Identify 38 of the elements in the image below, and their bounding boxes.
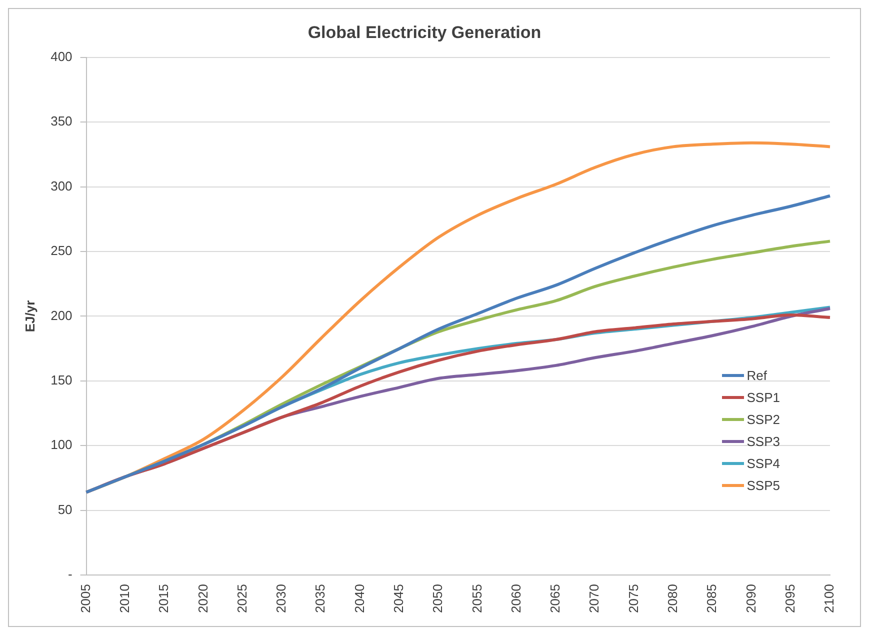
- legend-label: SSP5: [746, 478, 780, 492]
- x-tick-label: 2050: [430, 584, 446, 613]
- y-tick-label: 200: [50, 308, 72, 323]
- legend-label: SSP4: [746, 456, 780, 470]
- legend-label: SSP2: [746, 412, 780, 426]
- x-tick-label: 2040: [352, 584, 367, 613]
- y-tick-label: 50: [58, 502, 72, 517]
- legend-label: SSP1: [746, 390, 780, 404]
- x-tick-label: 2030: [274, 584, 289, 613]
- x-tick-label: 2090: [743, 584, 758, 613]
- y-axis-title: EJ/yr: [22, 300, 38, 332]
- x-tick-label: 2010: [117, 584, 132, 613]
- y-tick-label: -: [68, 566, 72, 582]
- y-tick-label: 100: [50, 437, 72, 452]
- y-tick-label: 250: [50, 243, 72, 258]
- legend-label: SSP3: [746, 434, 780, 448]
- x-tick-label: 2055: [469, 584, 484, 613]
- x-tick-label: 2065: [548, 584, 563, 613]
- x-tick-label: 2075: [626, 584, 641, 613]
- legend-label: Ref: [746, 368, 767, 382]
- x-tick-label: 2080: [665, 584, 680, 613]
- y-tick-label: 300: [50, 178, 72, 194]
- x-tick-label: 2035: [312, 584, 328, 613]
- y-tick-label: 400: [50, 48, 72, 64]
- chart-title: Global Electricity Generation: [308, 22, 542, 42]
- x-tick-label: 2025: [234, 584, 250, 613]
- x-tick-label: 2045: [391, 584, 406, 613]
- line-series: [84, 194, 832, 494]
- x-tick-label: 2015: [156, 584, 172, 613]
- x-tick-label: 2100: [822, 584, 837, 613]
- x-tick-label: 2070: [586, 584, 602, 613]
- x-tick-label: 2085: [704, 584, 720, 613]
- x-tick-label: 2060: [508, 584, 524, 613]
- y-tick-label: 350: [50, 114, 72, 129]
- x-tick-label: 2005: [78, 584, 93, 613]
- x-tick-label: 2020: [195, 584, 210, 613]
- y-tick-label: 150: [50, 372, 72, 388]
- x-tick-label: 2095: [782, 584, 798, 613]
